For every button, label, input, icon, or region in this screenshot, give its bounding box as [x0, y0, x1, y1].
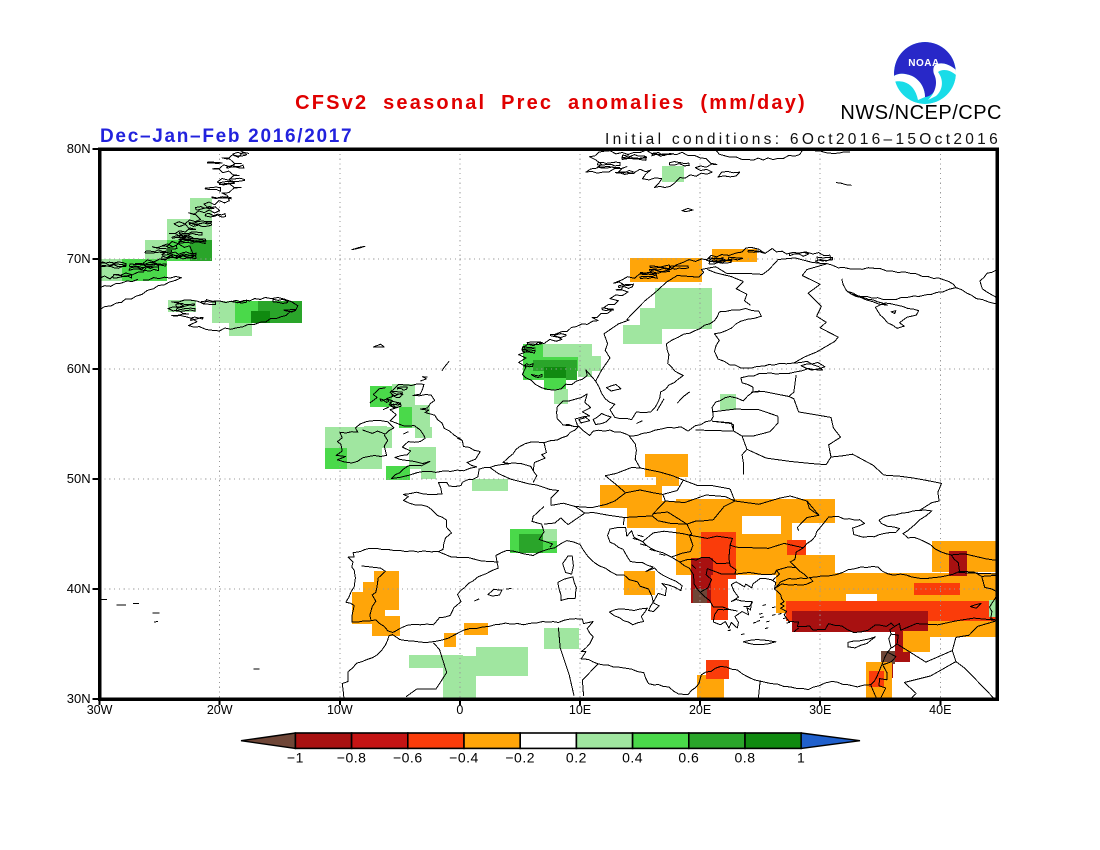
svg-text:10W: 10W	[327, 703, 353, 717]
svg-text:30E: 30E	[809, 703, 831, 717]
svg-text:1: 1	[797, 749, 805, 765]
svg-text:−1: −1	[287, 749, 304, 765]
svg-text:−0.4: −0.4	[449, 749, 479, 765]
svg-text:50N: 50N	[67, 471, 91, 486]
svg-text:20E: 20E	[689, 703, 711, 717]
svg-text:20W: 20W	[207, 703, 233, 717]
svg-text:CFSv2 seasonal Prec anomalies: CFSv2 seasonal Prec anomalies (mm/day)	[295, 92, 807, 114]
svg-text:0.2: 0.2	[566, 749, 587, 765]
svg-text:30N: 30N	[67, 691, 91, 706]
svg-text:Dec–Jan–Feb 2016/2017: Dec–Jan–Feb 2016/2017	[100, 126, 353, 147]
svg-text:Initial conditions: 6Oct2016–1: Initial conditions: 6Oct2016–15Oct2016	[605, 131, 1001, 148]
svg-text:0.4: 0.4	[622, 749, 643, 765]
svg-text:−0.8: −0.8	[337, 749, 367, 765]
svg-text:NOAA: NOAA	[908, 58, 939, 69]
svg-text:0.6: 0.6	[678, 749, 699, 765]
svg-text:40E: 40E	[929, 703, 951, 717]
svg-text:−0.2: −0.2	[505, 749, 535, 765]
svg-text:80N: 80N	[67, 141, 91, 156]
svg-text:30W: 30W	[87, 703, 113, 717]
svg-text:NWS/NCEP/CPC: NWS/NCEP/CPC	[840, 102, 1002, 124]
svg-text:0: 0	[456, 703, 463, 717]
svg-text:0.8: 0.8	[735, 749, 756, 765]
svg-text:40N: 40N	[67, 581, 91, 596]
svg-text:70N: 70N	[67, 251, 91, 266]
svg-text:10E: 10E	[569, 703, 591, 717]
svg-text:60N: 60N	[67, 361, 91, 376]
svg-text:−0.6: −0.6	[393, 749, 423, 765]
